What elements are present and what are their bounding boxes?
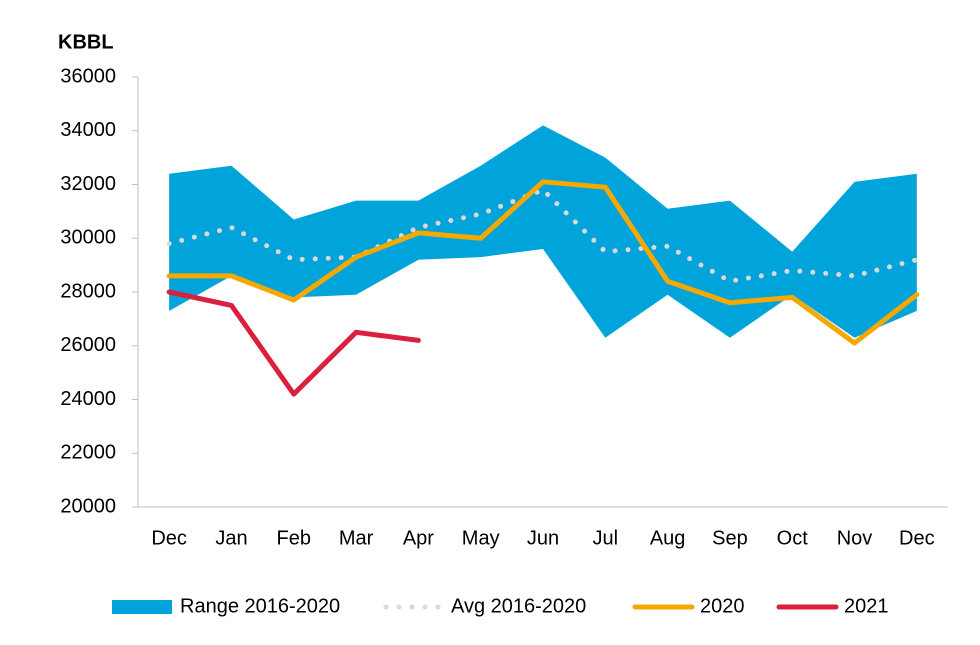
y-tick-label: 20000 [60,495,116,517]
legend-swatch [112,600,172,614]
y-tick-label: 28000 [60,280,116,302]
y-tick-label: 34000 [60,119,116,141]
range-area [169,125,917,338]
x-tick-label: Dec [151,527,187,549]
legend-label: 2021 [844,595,889,617]
x-tick-label: Mar [339,527,374,549]
y-tick-label: 26000 [60,334,116,356]
x-tick-label: Jul [593,527,619,549]
x-tick-label: Oct [777,527,809,549]
legend-label: 2020 [700,595,745,617]
x-tick-label: Nov [837,527,873,549]
y-axis-label: KBBL [58,31,114,53]
y-tick-label: 36000 [60,65,116,87]
x-tick-label: May [462,527,500,549]
x-tick-label: Dec [899,527,935,549]
y-tick-label: 22000 [60,442,116,464]
legend-label: Range 2016-2020 [180,595,340,617]
series-line [166,289,421,397]
x-tick-label: Sep [712,527,748,549]
x-tick-label: Jun [527,527,559,549]
y-tick-label: 32000 [60,173,116,195]
x-tick-label: Apr [403,527,434,549]
x-tick-label: Feb [277,527,311,549]
x-tick-label: Jan [215,527,247,549]
series-line [166,179,920,346]
x-tick-label: Aug [650,527,686,549]
y-tick-label: 30000 [60,227,116,249]
y-tick-label: 24000 [60,388,116,410]
legend-label: Avg 2016-2020 [451,595,586,617]
